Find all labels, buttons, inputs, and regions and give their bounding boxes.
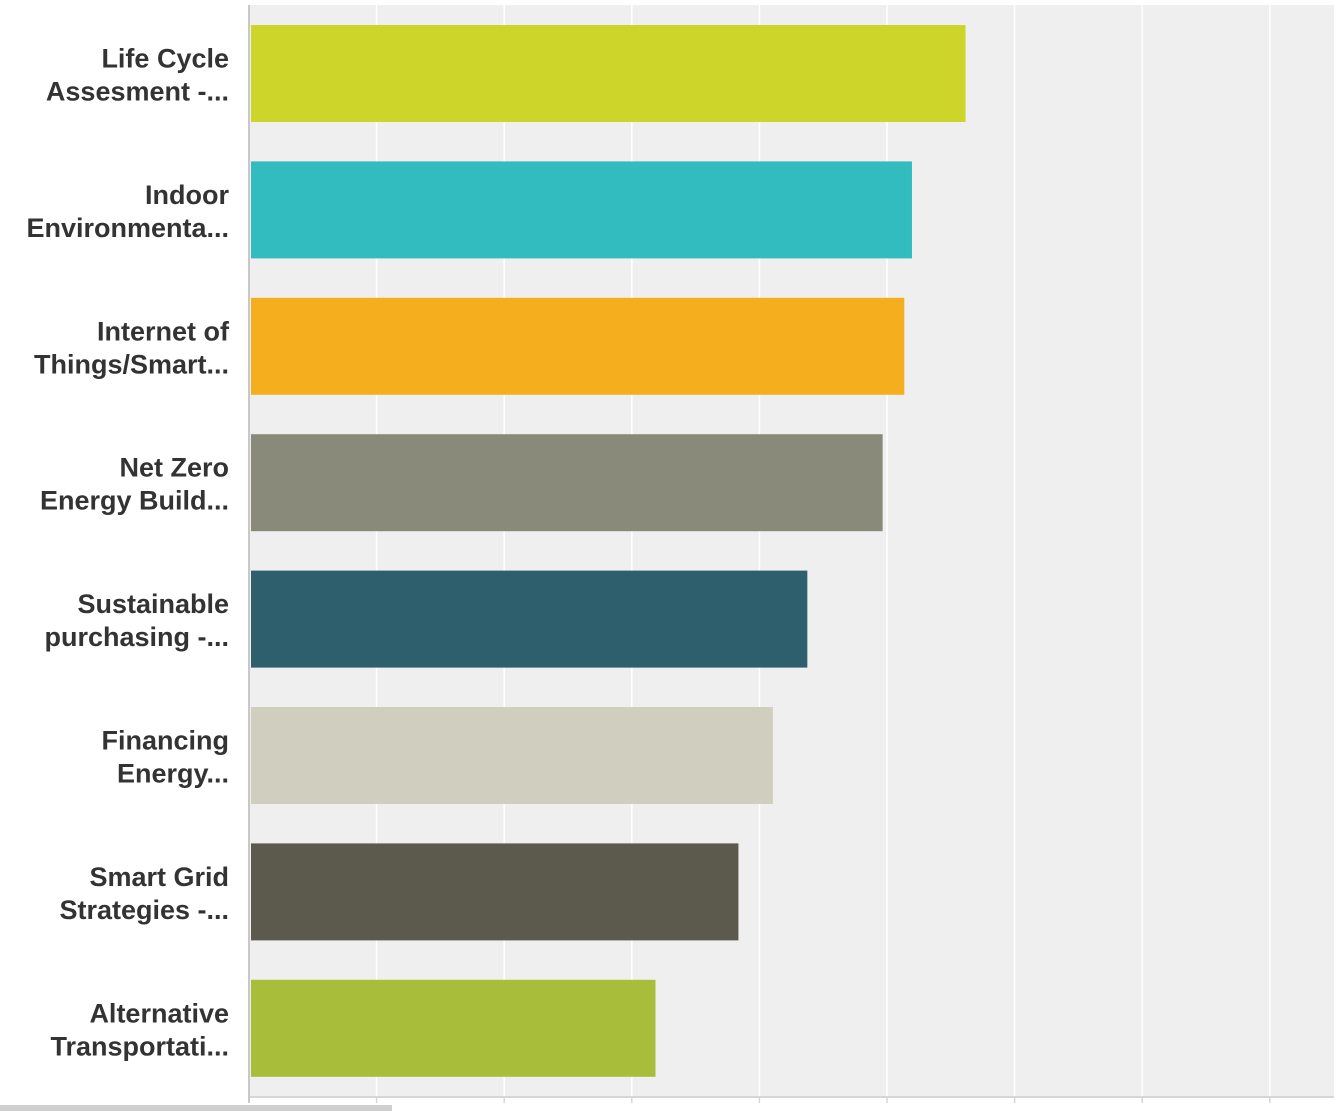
category-label-line: Sustainable <box>77 589 229 619</box>
category-label-line: Internet of <box>97 316 230 346</box>
category-label-8: Alternative Transportati... <box>50 998 229 1061</box>
category-label-3: Internet of Things/Smart... <box>34 316 230 379</box>
category-label-line: Alternative <box>89 998 229 1028</box>
category-label-2: Indoor Environmenta... <box>26 180 229 243</box>
category-label-line: Energy Build... <box>40 486 229 516</box>
bar-5 <box>251 570 808 668</box>
category-label-line: Indoor <box>145 180 229 210</box>
category-label-line: Things/Smart... <box>34 349 229 379</box>
category-label-line: Environmenta... <box>26 213 229 243</box>
category-label-6: Financing Energy... <box>102 726 230 789</box>
category-label-line: Assesment -... <box>46 77 229 107</box>
horizontal-scrollbar[interactable] <box>0 1105 392 1111</box>
bar-7 <box>251 843 739 941</box>
category-label-7: Smart Grid Strategies -... <box>59 862 229 925</box>
category-label-1: Life Cycle Assesment -... <box>46 44 229 107</box>
category-label-line: Smart Grid <box>89 862 229 892</box>
bar-2 <box>251 161 912 259</box>
bar-8 <box>251 979 656 1077</box>
bar-4 <box>251 434 883 532</box>
bar-6 <box>251 707 773 804</box>
bar-1 <box>251 25 966 122</box>
category-label-line: Transportati... <box>50 1031 229 1061</box>
category-label-4: Net Zero Energy Build... <box>40 453 229 516</box>
category-label-line: Energy... <box>117 759 229 789</box>
category-label-line: Strategies -... <box>59 895 229 925</box>
category-label-line: Financing <box>102 726 230 756</box>
bar-3 <box>251 297 905 395</box>
category-label-line: Net Zero <box>119 453 229 483</box>
category-label-5: Sustainable purchasing -... <box>44 589 229 652</box>
category-label-line: Life Cycle <box>101 44 229 74</box>
category-label-line: purchasing -... <box>44 622 229 652</box>
